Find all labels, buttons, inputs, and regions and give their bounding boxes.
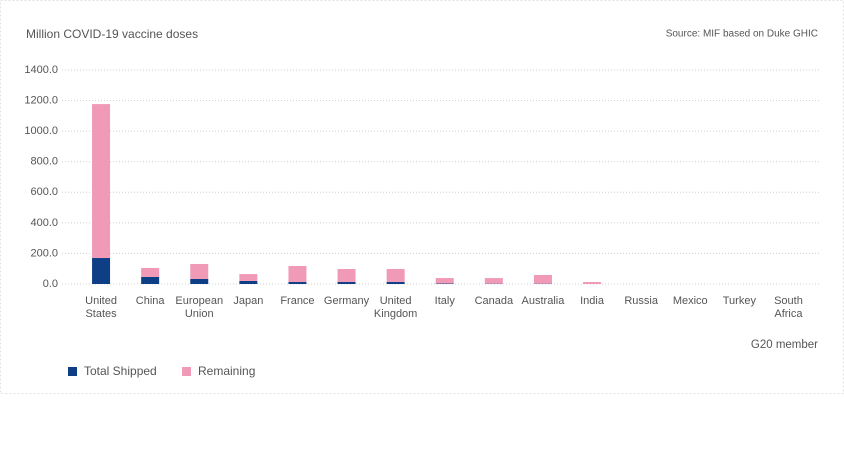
x-tick-label: Mexico — [672, 295, 708, 307]
x-axis-title: G20 member — [751, 339, 818, 351]
x-tick-label-box: Japan — [233, 295, 264, 307]
bar-segment — [239, 274, 258, 281]
bar-segment — [337, 269, 356, 283]
bar-segment — [484, 278, 503, 284]
legend-swatch — [182, 367, 191, 376]
bar-segment — [533, 274, 552, 284]
bar-segment — [337, 282, 356, 284]
x-tick-label-box: South Africa — [774, 295, 803, 320]
bar-segment — [92, 104, 111, 259]
x-tick-label: Germany — [323, 295, 370, 307]
x-tick-label-box: India — [580, 295, 604, 307]
bar-segment — [288, 265, 307, 283]
chart-title: Million COVID-19 vaccine doses — [26, 27, 198, 41]
legend-label: Remaining — [198, 364, 255, 378]
x-tick-label-box: France — [280, 295, 315, 307]
x-tick-label: United States — [85, 295, 117, 320]
legend-swatch — [68, 367, 77, 376]
bar-segment — [288, 282, 307, 284]
bar-segment — [435, 278, 454, 284]
x-tick-label: Russia — [624, 295, 658, 307]
bar-segment — [92, 258, 111, 284]
y-tick-label: 800.0 — [30, 156, 58, 168]
x-tick-label-box: Australia — [521, 295, 565, 307]
x-tick-label: Japan — [233, 295, 264, 307]
x-tick-label: South Africa — [774, 295, 803, 320]
x-tick-label: France — [280, 295, 315, 307]
x-tick-label-box: United States — [85, 295, 117, 320]
y-tick-label: 400.0 — [30, 217, 58, 229]
x-tick-label: China — [135, 295, 165, 307]
x-tick-label-box: Italy — [434, 295, 455, 307]
y-tick-label: 200.0 — [30, 247, 58, 259]
x-tick-label-box: Russia — [624, 295, 658, 307]
x-tick-label-box: Turkey — [722, 295, 756, 307]
x-tick-label-box: Canada — [474, 295, 514, 307]
x-tick-label-box: United Kingdom — [373, 295, 418, 320]
x-tick-label: United Kingdom — [373, 295, 418, 320]
bar-segment — [239, 280, 258, 284]
bar-segment — [141, 267, 160, 277]
x-tick-label: Australia — [521, 295, 565, 307]
bar-segment — [583, 282, 602, 284]
bar-segment — [141, 276, 160, 284]
y-tick-label: 600.0 — [30, 186, 58, 198]
y-tick-label: 1400.0 — [24, 64, 58, 76]
x-tick-label: European Union — [175, 295, 224, 320]
bar-segment — [386, 269, 405, 283]
x-tick-label-box: Germany — [323, 295, 370, 307]
y-tick-label: 1000.0 — [24, 125, 58, 137]
y-tick-label: 1200.0 — [24, 94, 58, 106]
legend-label: Total Shipped — [84, 364, 157, 378]
source-note: Source: MIF based on Duke GHIC — [666, 29, 818, 40]
frame — [0, 0, 844, 394]
x-tick-label-box: Mexico — [672, 295, 708, 307]
x-tick-label: Turkey — [722, 295, 756, 307]
x-tick-label-box: China — [135, 295, 165, 307]
x-tick-label: India — [580, 295, 604, 307]
x-tick-label: Italy — [434, 295, 455, 307]
x-tick-label: Canada — [474, 295, 514, 307]
bar-segment — [386, 282, 405, 284]
bar-segment — [190, 263, 209, 279]
y-tick-label: 0.0 — [43, 278, 58, 290]
bar-segment — [190, 278, 209, 284]
x-tick-label-box: European Union — [175, 295, 224, 320]
